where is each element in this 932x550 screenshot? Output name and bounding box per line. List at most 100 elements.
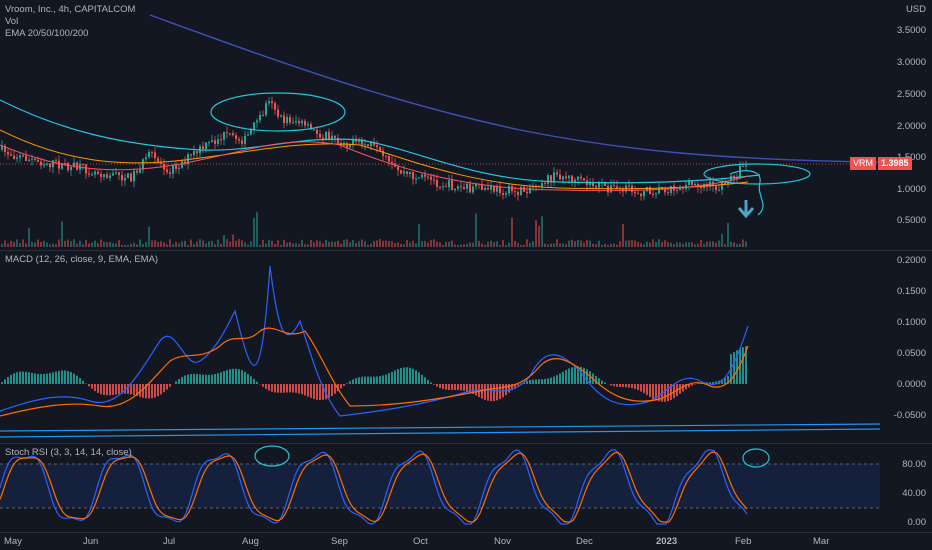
volume-bar <box>28 227 30 247</box>
histogram-bar <box>55 371 57 384</box>
candle-body <box>112 173 114 176</box>
candle-body <box>1 145 3 150</box>
histogram-bar <box>184 375 186 384</box>
stoch-rsi-chart[interactable] <box>0 444 880 532</box>
volume-bar <box>286 242 288 247</box>
candle-body <box>403 171 405 174</box>
volume-bar <box>67 239 69 247</box>
candle-body <box>547 175 549 184</box>
volume-bar <box>334 241 336 247</box>
pane-separator[interactable] <box>0 443 932 444</box>
volume-bar <box>232 234 234 247</box>
volume-bar <box>460 244 462 247</box>
volume-bar <box>415 243 417 247</box>
candle-body <box>139 169 141 173</box>
price-chart[interactable] <box>0 0 880 250</box>
candle-body <box>724 181 726 185</box>
candle-body <box>151 151 153 153</box>
candle-body <box>634 191 636 194</box>
volume-bar <box>319 241 321 247</box>
histogram-bar <box>637 384 639 391</box>
candle-body <box>439 186 441 188</box>
histogram-bar <box>205 374 207 384</box>
candle-body <box>412 171 414 180</box>
volume-bar <box>643 244 645 247</box>
candle-body <box>52 160 54 168</box>
volume-bar <box>484 244 486 247</box>
volume-bar <box>304 244 306 247</box>
volume-bar <box>610 243 612 247</box>
candle-body <box>424 174 426 177</box>
volume-bar <box>211 240 213 247</box>
volume-bar <box>724 244 726 247</box>
time-tick: Dec <box>576 536 593 547</box>
volume-bar <box>241 240 243 247</box>
candle-body <box>649 187 651 195</box>
ema50-line <box>0 129 749 190</box>
volume-bar <box>277 240 279 247</box>
volume-bar <box>559 243 561 247</box>
candle-body <box>430 176 432 180</box>
candle-body <box>373 142 375 146</box>
volume-bar <box>280 244 282 247</box>
histogram-bar <box>400 368 402 384</box>
volume-bar <box>496 241 498 247</box>
volume-bar <box>514 240 516 247</box>
histogram-bar <box>532 379 534 384</box>
price-pane[interactable]: Vroom, Inc., 4h, CAPITALCOM Vol EMA 20/5… <box>0 0 880 250</box>
volume-bar <box>427 242 429 247</box>
candle-body <box>349 144 351 148</box>
histogram-bar <box>106 384 108 396</box>
volume-bar <box>700 240 702 247</box>
candle-body <box>100 173 102 178</box>
candle-body <box>346 143 348 148</box>
candle-body <box>427 176 429 178</box>
volume-bar <box>526 239 528 247</box>
volume-bar <box>88 243 90 247</box>
volume-bars <box>1 212 747 247</box>
volume-bar <box>325 239 327 247</box>
candle-body <box>385 155 387 157</box>
stoch-axis[interactable]: 80.00 40.00 0.00 <box>880 444 932 532</box>
macd-pane[interactable]: MACD (12, 26, close, 9, EMA, EMA) <box>0 251 880 421</box>
trendline-lower <box>0 428 881 438</box>
volume-bar <box>82 244 84 247</box>
time-tick: Nov <box>494 536 511 547</box>
price-axis[interactable]: USD 3.5000 3.0000 2.5000 2.0000 1.5000 1… <box>880 0 932 250</box>
histogram-bar <box>241 370 243 384</box>
histogram-bar <box>499 384 501 400</box>
candle-body <box>88 173 90 175</box>
time-axis-separator <box>0 532 932 533</box>
time-axis[interactable]: May Jun Jul Aug Sep Oct Nov Dec 2023 Feb… <box>0 532 880 550</box>
volume-bar <box>136 244 138 247</box>
candle-body <box>136 170 138 173</box>
candle-body <box>43 164 45 166</box>
volume-bar <box>256 212 258 247</box>
volume-bar <box>409 242 411 247</box>
histogram-bar <box>268 384 270 391</box>
macd-axis[interactable]: 0.2000 0.1500 0.1000 0.0500 0.0000 -0.05… <box>880 251 932 421</box>
histogram-bar <box>484 384 486 400</box>
candle-body <box>667 192 669 194</box>
candle-body <box>721 181 723 190</box>
pane-separator[interactable] <box>0 250 932 251</box>
stoch-rsi-pane[interactable]: Stoch RSI (3, 3, 14, 14, close) <box>0 444 880 532</box>
candle-body <box>73 162 75 167</box>
volume-bar <box>307 244 309 247</box>
volume-bar <box>91 242 93 247</box>
volume-bar <box>274 244 276 247</box>
annotation-ellipse-stoch-aug <box>254 445 290 467</box>
candle-body <box>241 140 243 144</box>
volume-bar <box>661 241 663 247</box>
histogram-bar <box>91 384 93 389</box>
volume-bar <box>727 223 729 247</box>
macd-chart[interactable] <box>0 251 880 421</box>
volume-bar <box>394 242 396 247</box>
histogram-bar <box>727 376 729 384</box>
histogram-bar <box>295 384 297 393</box>
histogram-bar <box>550 377 552 384</box>
candle-body <box>115 172 117 174</box>
histogram-bar <box>559 373 561 384</box>
histogram-bar <box>223 371 225 384</box>
candle-body <box>514 191 516 193</box>
